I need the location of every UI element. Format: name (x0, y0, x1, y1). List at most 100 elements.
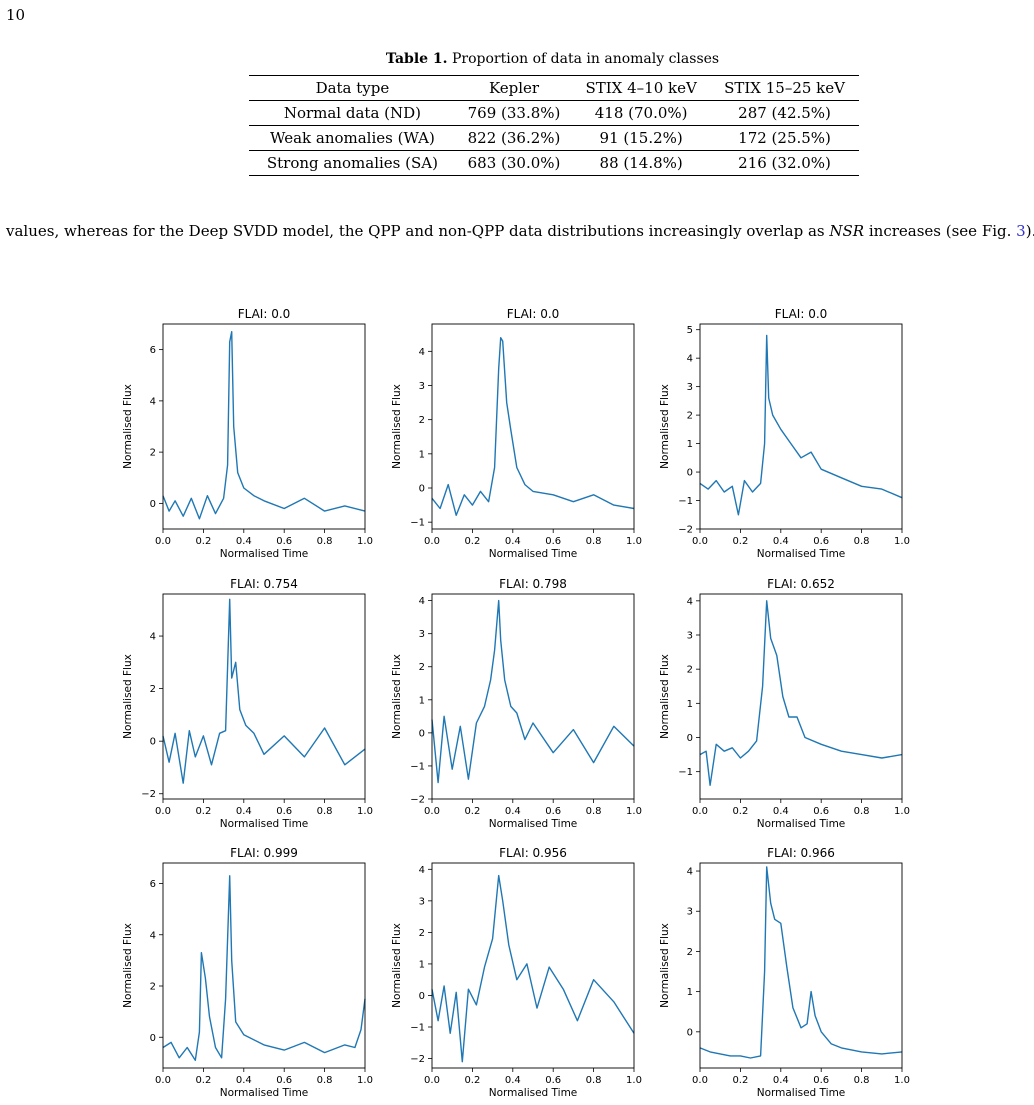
x-tick-label: 0.8 (854, 536, 870, 547)
panel-title: FLAI: 0.798 (499, 577, 567, 591)
y-tick-label: 1 (687, 987, 693, 998)
x-tick-label: 0.2 (195, 1075, 211, 1086)
y-tick-label: 1 (687, 699, 693, 710)
x-tick-label: 1.0 (626, 806, 642, 817)
y-tick-label: 2 (687, 411, 693, 422)
y-tick-label: 4 (419, 865, 425, 876)
y-axis-label: Normalised Flux (659, 384, 671, 469)
y-tick-label: 3 (687, 382, 693, 393)
table-cell: 287 (42.5%) (738, 104, 831, 122)
x-tick-label: 0.2 (464, 806, 480, 817)
y-tick-label: 4 (150, 930, 156, 941)
x-axis-label: Normalised Time (757, 548, 846, 560)
y-tick-label: 6 (150, 879, 156, 890)
y-axis-label: Normalised Flux (659, 654, 671, 739)
x-axis-label: Normalised Time (489, 1087, 578, 1099)
x-tick-label: 0.0 (155, 1075, 171, 1086)
y-tick-label: 4 (419, 596, 425, 607)
y-tick-label: 0 (419, 484, 425, 495)
math-nsr: NSR (829, 222, 865, 240)
y-tick-label: 2 (150, 684, 156, 695)
x-tick-label: 0.6 (276, 1075, 292, 1086)
panel-title: FLAI: 0.0 (238, 307, 291, 321)
y-tick-label: 4 (687, 354, 693, 365)
table-cell: 683 (30.0%) (467, 154, 561, 172)
y-tick-label: −2 (410, 1054, 425, 1065)
flux-series-line (162, 875, 366, 1062)
lightcurve-panel: FLAI: 0.652 0.0 0.2 0.4 0.6 0.8 1.0 −1 0 1 2 3 4 Norm… (640, 570, 912, 836)
x-tick-label: 0.6 (545, 1075, 561, 1086)
panel-title: FLAI: 0.0 (775, 307, 828, 321)
x-tick-label: 0.0 (155, 536, 171, 547)
panel-title: FLAI: 0.956 (499, 846, 567, 860)
y-tick-label: 0 (419, 991, 425, 1002)
x-axis-label: Normalised Time (489, 818, 578, 830)
figure-reference-link[interactable]: 3 (1016, 222, 1026, 240)
x-axis-label: Normalised Time (489, 548, 578, 560)
x-tick-label: 1.0 (894, 536, 910, 547)
paragraph-text: values, whereas for the Deep SVDD model,… (6, 222, 830, 240)
flux-series-line (699, 334, 903, 516)
plot-frame (699, 862, 903, 1069)
lightcurve-plot: FLAI: 0.754 0.0 0.2 0.4 0.6 0.8 1.0 −2 0 2 4 Normal… (122, 577, 373, 830)
x-tick-label: 0.8 (854, 1075, 870, 1086)
lightcurve-panel: FLAI: 0.956 0.0 0.2 0.4 0.6 0.8 1.0 −2 −1 0 1 2 3 4 No… (372, 839, 644, 1105)
x-tick-label: 0.4 (505, 536, 521, 547)
lightcurve-plot: FLAI: 0.0 0.0 0.2 0.4 0.6 0.8 1.0 0 2 4 6 Normalise… (122, 307, 373, 560)
y-axis-label: Normalised Flux (391, 384, 403, 469)
table-cell: 91 (15.2%) (599, 129, 683, 147)
y-tick-label: 0 (150, 499, 156, 510)
y-tick-label: 2 (419, 662, 425, 673)
y-tick-label: 0 (419, 728, 425, 739)
y-tick-label: 4 (687, 596, 693, 607)
y-tick-label: 2 (150, 448, 156, 459)
x-tick-label: 1.0 (357, 536, 373, 547)
x-tick-label: 0.2 (195, 536, 211, 547)
x-tick-label: 1.0 (357, 806, 373, 817)
lightcurve-figure-grid: FLAI: 0.0 0.0 0.2 0.4 0.6 0.8 1.0 0 2 4 6 Normalise… (0, 290, 1034, 1103)
x-tick-label: 0.6 (813, 536, 829, 547)
lightcurve-panel: FLAI: 0.999 0.0 0.2 0.4 0.6 0.8 1.0 0 2 4 6 Normali… (103, 839, 375, 1105)
lightcurve-plot: FLAI: 0.798 0.0 0.2 0.4 0.6 0.8 1.0 −2 −1 0 1 2 3 4 No… (391, 577, 642, 830)
x-tick-label: 0.0 (692, 536, 708, 547)
table-cell: 822 (36.2%) (467, 129, 561, 147)
x-axis-label: Normalised Time (220, 818, 309, 830)
x-tick-label: 0.6 (813, 1075, 829, 1086)
y-tick-label: −2 (678, 525, 693, 536)
table-row: Weak anomalies (WA) 822 (36.2%) 91 (15.2… (249, 126, 859, 151)
x-tick-label: 0.6 (545, 806, 561, 817)
x-tick-label: 0.8 (586, 536, 602, 547)
y-tick-label: 4 (687, 867, 693, 878)
lightcurve-plot: FLAI: 0.999 0.0 0.2 0.4 0.6 0.8 1.0 0 2 4 6 Normali… (122, 846, 373, 1099)
x-tick-label: 0.4 (505, 1075, 521, 1086)
y-axis-label: Normalised Flux (122, 923, 134, 1008)
lightcurve-plot: FLAI: 0.652 0.0 0.2 0.4 0.6 0.8 1.0 −1 0 1 2 3 4 Norm… (659, 577, 910, 830)
x-tick-label: 1.0 (894, 1075, 910, 1086)
x-tick-label: 1.0 (894, 806, 910, 817)
lightcurve-panel: FLAI: 0.0 0.0 0.2 0.4 0.6 0.8 1.0 −1 0 1 2 3 4 Normal… (372, 300, 644, 566)
flux-series-line (699, 866, 903, 1059)
x-tick-label: 0.2 (464, 536, 480, 547)
column-header: Data type (315, 79, 390, 97)
x-tick-label: 0.4 (505, 806, 521, 817)
lightcurve-panel: FLAI: 0.0 0.0 0.2 0.4 0.6 0.8 1.0 −2 −1 0 1 2 3 4 5 Nor… (640, 300, 912, 566)
plot-frame (431, 862, 635, 1069)
x-tick-label: 0.4 (236, 806, 252, 817)
page-number: 10 (6, 6, 26, 24)
panel-title: FLAI: 0.754 (230, 577, 298, 591)
y-tick-label: 5 (687, 325, 693, 336)
table-title: Proportion of data in anomaly classes (451, 51, 720, 67)
body-paragraph: values, whereas for the Deep SVDD model,… (6, 219, 1034, 243)
x-tick-label: 0.0 (424, 1075, 440, 1086)
x-tick-label: 0.4 (773, 1075, 789, 1086)
y-tick-label: 0 (687, 468, 693, 479)
y-tick-label: 2 (150, 982, 156, 993)
y-tick-label: 4 (419, 347, 425, 358)
x-tick-label: 0.4 (236, 1075, 252, 1086)
y-axis-label: Normalised Flux (391, 654, 403, 739)
panel-title: FLAI: 0.0 (507, 307, 560, 321)
x-tick-label: 0.2 (732, 536, 748, 547)
lightcurve-panel: FLAI: 0.798 0.0 0.2 0.4 0.6 0.8 1.0 −2 −1 0 1 2 3 4 No… (372, 570, 644, 836)
plot-frame (162, 323, 366, 530)
y-axis-label: Normalised Flux (122, 384, 134, 469)
